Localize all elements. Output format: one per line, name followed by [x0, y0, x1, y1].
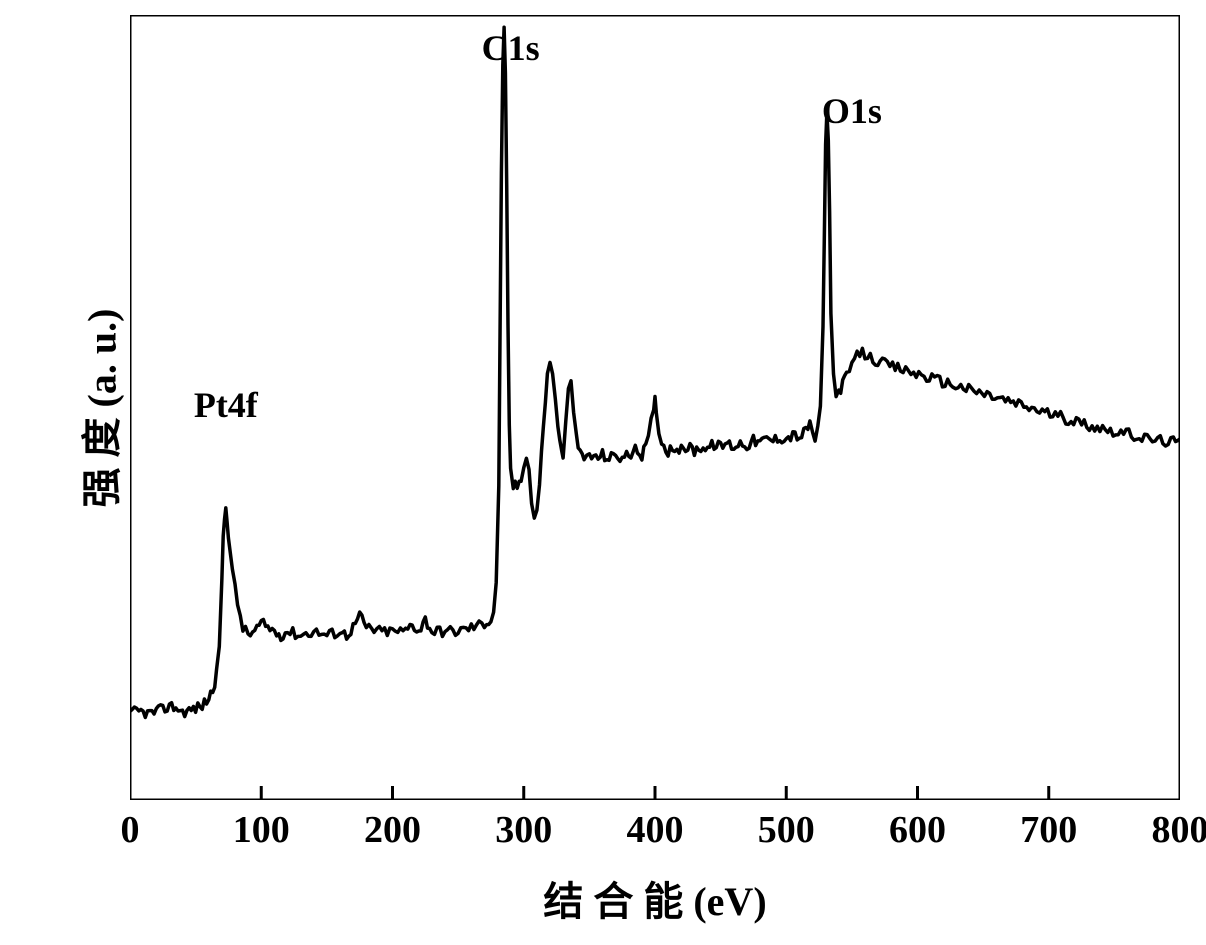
y-axis-label-text: 强 度 (a. u.) — [80, 308, 125, 507]
x-tick-label: 0 — [121, 808, 140, 852]
xps-figure: 0 100 200 300 400 500 600 700 800 强 度 (a. u.) 结 … — [0, 0, 1206, 945]
peak-label: C1s — [482, 27, 540, 69]
peak-label: O1s — [822, 90, 882, 132]
x-tick-label: 600 — [889, 808, 946, 852]
x-tick-label: 100 — [233, 808, 290, 852]
x-tick-label: 500 — [758, 808, 815, 852]
x-tick-label: 300 — [495, 808, 552, 852]
plot-svg — [130, 15, 1180, 800]
y-axis-label: 强 度 (a. u.) — [70, 15, 128, 800]
x-axis-label: 结 合 能 (eV) — [130, 869, 1180, 927]
peak-label: Pt4f — [194, 384, 258, 426]
x-axis-label-text: 结 合 能 (eV) — [543, 879, 766, 924]
x-tick-label: 700 — [1020, 808, 1077, 852]
x-tick-label: 800 — [1152, 808, 1206, 852]
x-tick-label: 400 — [627, 808, 684, 852]
x-tick-label: 200 — [364, 808, 421, 852]
plot-frame — [130, 15, 1180, 800]
